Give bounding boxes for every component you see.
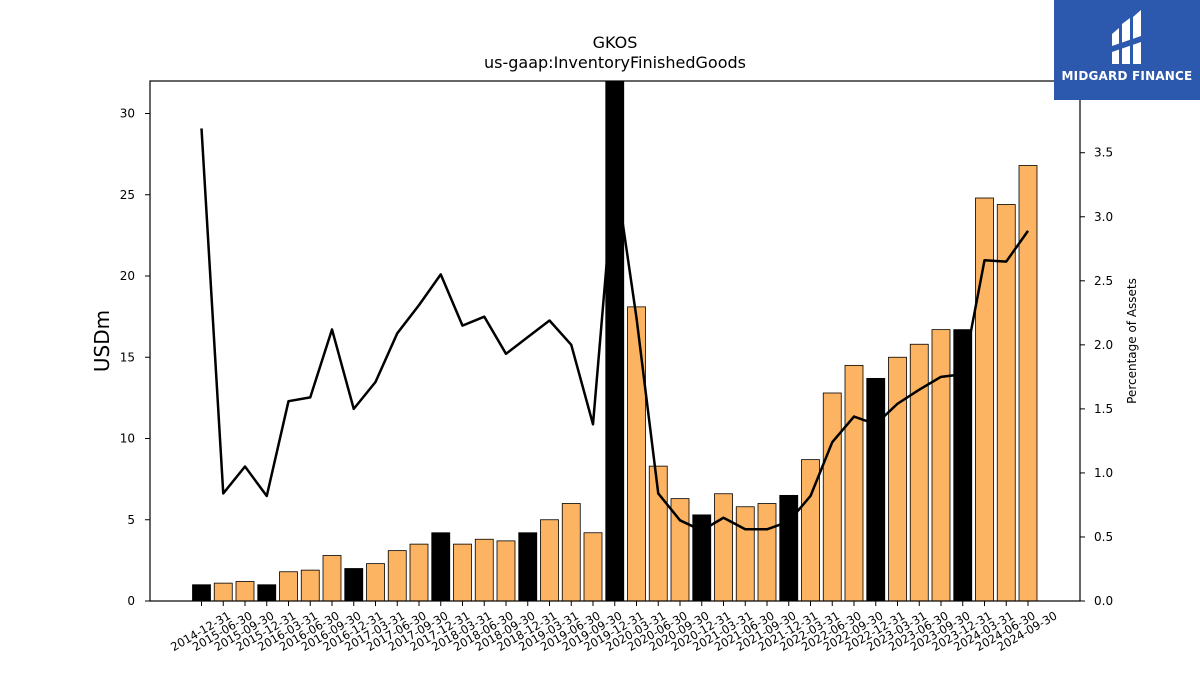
bar-2022-09-30 (844, 364, 864, 602)
chart-subtitle: us-gaap:InventoryFinishedGoods (484, 53, 746, 72)
y-axis-right: 0.0 0.5 1.0 1.5 2.0 2.5 3.0 3.5 (1080, 146, 1113, 608)
bar-2024-03-31 (975, 197, 994, 602)
bar-2022-12-31 (866, 377, 886, 602)
bar-2019-03-31 (540, 519, 559, 602)
bar-2019-06-30 (561, 503, 581, 602)
y-tick-label-15: 15 (120, 350, 135, 364)
bar-2018-06-30 (474, 538, 494, 602)
y-tick-label-0: 0 (127, 594, 135, 608)
bar-2017-12-31 (431, 532, 451, 602)
bar-2018-09-30 (496, 540, 516, 602)
y-axis-left: 0 5 10 15 20 25 30 (120, 107, 150, 608)
y-right-tick-label-2.5: 2.5 (1094, 274, 1113, 288)
y-right-tick-label-2.0: 2.0 (1094, 338, 1113, 352)
bar-2023-06-30 (909, 343, 929, 602)
y-tick-label-10: 10 (120, 432, 135, 446)
percentage-line (200, 128, 1030, 532)
bar-2023-09-30 (931, 329, 951, 602)
y-tick-label-25: 25 (120, 188, 135, 202)
bar-2023-03-31 (888, 356, 907, 602)
x-axis: 2014-12-312015-06-302015-09-302015-12-31… (168, 601, 1060, 654)
brand-logo: MIDGARD FINANCE (1054, 0, 1200, 100)
y-right-tick-label-0.5: 0.5 (1094, 530, 1113, 544)
bar-2021-12-31 (779, 494, 799, 602)
bar-2024-06-30 (996, 204, 1016, 602)
chart-title: GKOS (593, 33, 638, 52)
bar-2016-03-31 (279, 571, 298, 602)
bar-2021-06-30 (735, 506, 755, 602)
bar-2016-12-31 (344, 568, 364, 602)
brand-name: MIDGARD FINANCE (1061, 69, 1193, 83)
bar-2017-06-30 (387, 550, 407, 602)
y-right-tick-label-1.5: 1.5 (1094, 402, 1113, 416)
bar-2020-03-31 (627, 306, 646, 602)
bar-2021-09-30 (757, 503, 777, 602)
bar-2016-09-30 (322, 555, 342, 602)
bar-2019-09-30 (583, 532, 603, 602)
bar-2019-12-31 (605, 80, 625, 602)
bar-2015-06-30 (213, 582, 233, 602)
bar-2016-06-30 (300, 569, 320, 602)
bar-2021-03-31 (714, 493, 733, 602)
bar-2017-03-31 (366, 563, 385, 602)
bar-2018-03-31 (453, 543, 472, 602)
y-tick-label-5: 5 (127, 513, 135, 527)
y-axis-right-label: Percentage of Assets (1125, 278, 1139, 404)
y-axis-label: USDm (90, 310, 114, 372)
y-right-tick-label-3.5: 3.5 (1094, 146, 1113, 160)
bar-2018-12-31 (518, 532, 538, 602)
bar-2017-09-30 (409, 543, 429, 602)
midgard-logo-icon (1112, 10, 1141, 64)
y-tick-label-20: 20 (120, 269, 135, 283)
bar-2015-09-30 (235, 581, 255, 602)
bar-series (192, 80, 1038, 602)
y-tick-label-30: 30 (120, 107, 135, 121)
bar-2024-09-30 (1018, 165, 1038, 602)
y-right-tick-label-3.0: 3.0 (1094, 210, 1113, 224)
bar-2015-12-31 (257, 584, 277, 602)
bar-2014-12-31 (192, 584, 211, 602)
bar-2022-06-30 (822, 392, 842, 602)
y-right-tick-label-1.0: 1.0 (1094, 466, 1113, 480)
y-right-tick-label-0.0: 0.0 (1094, 594, 1113, 608)
